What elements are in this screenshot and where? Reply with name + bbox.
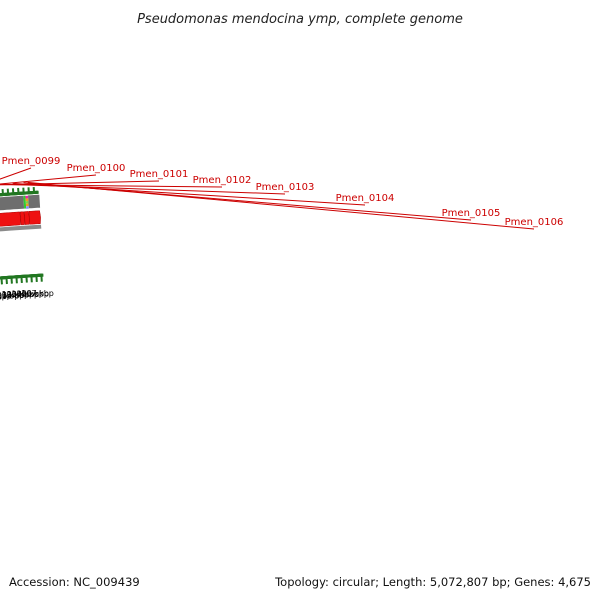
accession-text: Accession: NC_009439 xyxy=(9,575,140,589)
kbp-tick-ring xyxy=(0,273,44,285)
gene-stripe xyxy=(25,203,29,207)
kbp-label: 102 kbp xyxy=(0,291,29,300)
gene-track xyxy=(0,194,41,211)
gene-label: Pmen_0106 xyxy=(505,217,564,228)
gene-label-layer: Pmen_0099 Pmen_0100 Pmen_0101 Pmen_0102 Pmen… xyxy=(0,156,564,230)
kbp-label: 99 kbp xyxy=(0,292,12,301)
kbp-label: 104 kbp xyxy=(6,290,39,299)
gene-segment xyxy=(0,195,25,211)
cds-arrow xyxy=(0,211,21,227)
kbp-label: 100 kbp xyxy=(0,291,19,300)
gene-label: Pmen_0104 xyxy=(336,193,395,204)
kbp-label-layer: 97 kbp98 kbp99 kbp100 kbp101 kbp102 kbp1… xyxy=(0,289,54,302)
gene-label: Pmen_0102 xyxy=(193,175,252,186)
gene-leader-line xyxy=(0,174,97,185)
gene-stripe xyxy=(25,195,29,199)
kbp-label: 105 kbp xyxy=(11,290,44,299)
map-title: Pseudomonas mendocina ymp, complete geno… xyxy=(137,12,463,27)
outer-tick-ring xyxy=(0,186,39,197)
gene-leader-line xyxy=(0,167,32,180)
gene-segment xyxy=(23,195,27,209)
backbone-band xyxy=(0,224,42,232)
cds-track xyxy=(0,210,41,227)
gene-segment xyxy=(28,194,41,209)
kbp-label: 103 kbp xyxy=(2,290,35,299)
cds-arrow xyxy=(19,211,25,226)
genome-summary-text: Topology: circular; Length: 5,072,807 bp… xyxy=(275,575,591,589)
gene-stripe xyxy=(25,201,29,204)
backbone-ring xyxy=(0,224,42,232)
kbp-label: 107 kbp xyxy=(21,289,54,298)
cds-arrow xyxy=(24,211,30,225)
cds-arrow xyxy=(28,210,41,225)
gene-stripe xyxy=(26,206,29,209)
gene-label: Pmen_0101 xyxy=(130,169,189,180)
kbp-label: 106 kbp xyxy=(16,289,49,298)
gene-label: Pmen_0100 xyxy=(67,163,126,174)
gene-stripe xyxy=(25,198,29,202)
kbp-label: 101 kbp xyxy=(0,291,24,300)
kbp-label: 98 kbp xyxy=(0,292,7,301)
gene-label: Pmen_0105 xyxy=(442,208,501,219)
gene-label: Pmen_0103 xyxy=(256,182,315,193)
gene-leader-line xyxy=(27,181,535,230)
kbp-label: 97 kbp xyxy=(0,293,2,302)
gene-label: Pmen_0099 xyxy=(2,156,61,167)
